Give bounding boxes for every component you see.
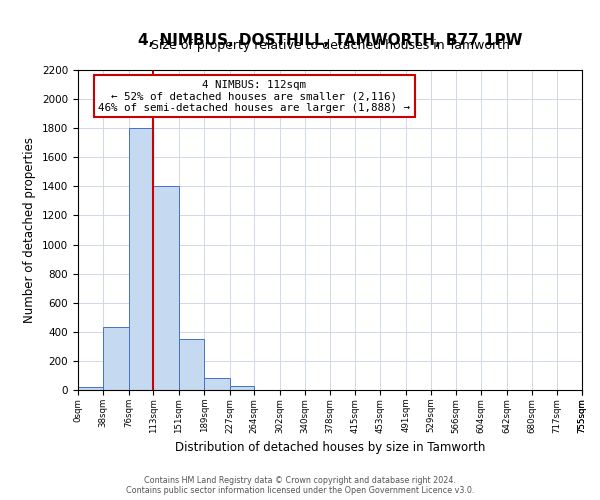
X-axis label: Distribution of detached houses by size in Tamworth: Distribution of detached houses by size … — [175, 441, 485, 454]
Y-axis label: Number of detached properties: Number of detached properties — [23, 137, 37, 323]
Title: 4, NIMBUS, DOSTHILL, TAMWORTH, B77 1PW: 4, NIMBUS, DOSTHILL, TAMWORTH, B77 1PW — [138, 33, 522, 48]
Bar — [103, 328, 129, 390]
Text: 4 NIMBUS: 112sqm
← 52% of detached houses are smaller (2,116)
46% of semi-detach: 4 NIMBUS: 112sqm ← 52% of detached house… — [98, 80, 410, 113]
Bar — [129, 128, 154, 390]
Text: Size of property relative to detached houses in Tamworth: Size of property relative to detached ho… — [151, 40, 509, 52]
Bar — [179, 339, 204, 390]
Bar — [230, 386, 254, 390]
Text: Contains HM Land Registry data © Crown copyright and database right 2024.
Contai: Contains HM Land Registry data © Crown c… — [126, 476, 474, 495]
Bar — [204, 378, 230, 390]
Bar — [154, 186, 179, 390]
Bar — [78, 387, 103, 390]
